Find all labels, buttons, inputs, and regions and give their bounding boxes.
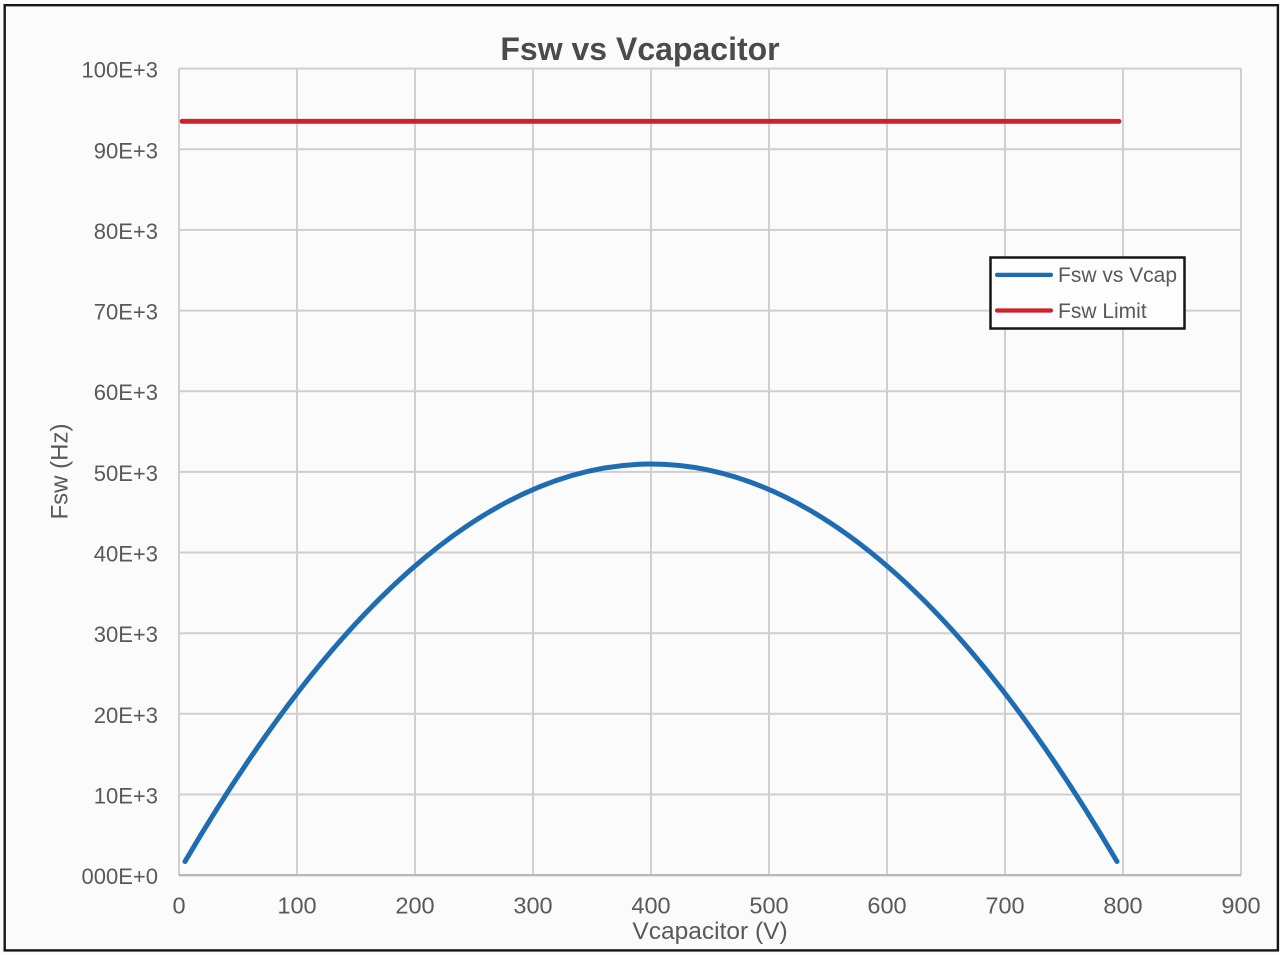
svg-text:800: 800	[1103, 893, 1142, 919]
svg-text:80E+3: 80E+3	[94, 219, 158, 244]
svg-text:10E+3: 10E+3	[94, 784, 158, 809]
svg-text:000E+0: 000E+0	[82, 864, 158, 889]
svg-text:300: 300	[513, 893, 552, 919]
svg-text:Fsw (Hz): Fsw (Hz)	[47, 424, 74, 520]
svg-text:600: 600	[867, 893, 906, 919]
svg-text:50E+3: 50E+3	[94, 461, 158, 486]
svg-text:Fsw vs Vcapacitor: Fsw vs Vcapacitor	[500, 31, 779, 67]
svg-text:Fsw vs Vcap: Fsw vs Vcap	[1058, 264, 1177, 287]
svg-text:0: 0	[172, 893, 185, 919]
svg-text:40E+3: 40E+3	[94, 542, 158, 567]
svg-text:20E+3: 20E+3	[94, 703, 158, 728]
svg-text:70E+3: 70E+3	[94, 300, 158, 325]
svg-text:Fsw Limit: Fsw Limit	[1058, 300, 1147, 323]
svg-text:100: 100	[277, 893, 316, 919]
svg-text:200: 200	[395, 893, 434, 919]
svg-text:30E+3: 30E+3	[94, 622, 158, 647]
svg-text:Vcapacitor (V): Vcapacitor (V)	[632, 918, 787, 945]
svg-text:60E+3: 60E+3	[94, 380, 158, 405]
svg-text:500: 500	[749, 893, 788, 919]
svg-text:700: 700	[985, 893, 1024, 919]
svg-text:100E+3: 100E+3	[82, 58, 158, 83]
svg-text:900: 900	[1221, 893, 1260, 919]
svg-text:400: 400	[631, 893, 670, 919]
svg-text:90E+3: 90E+3	[94, 138, 158, 163]
